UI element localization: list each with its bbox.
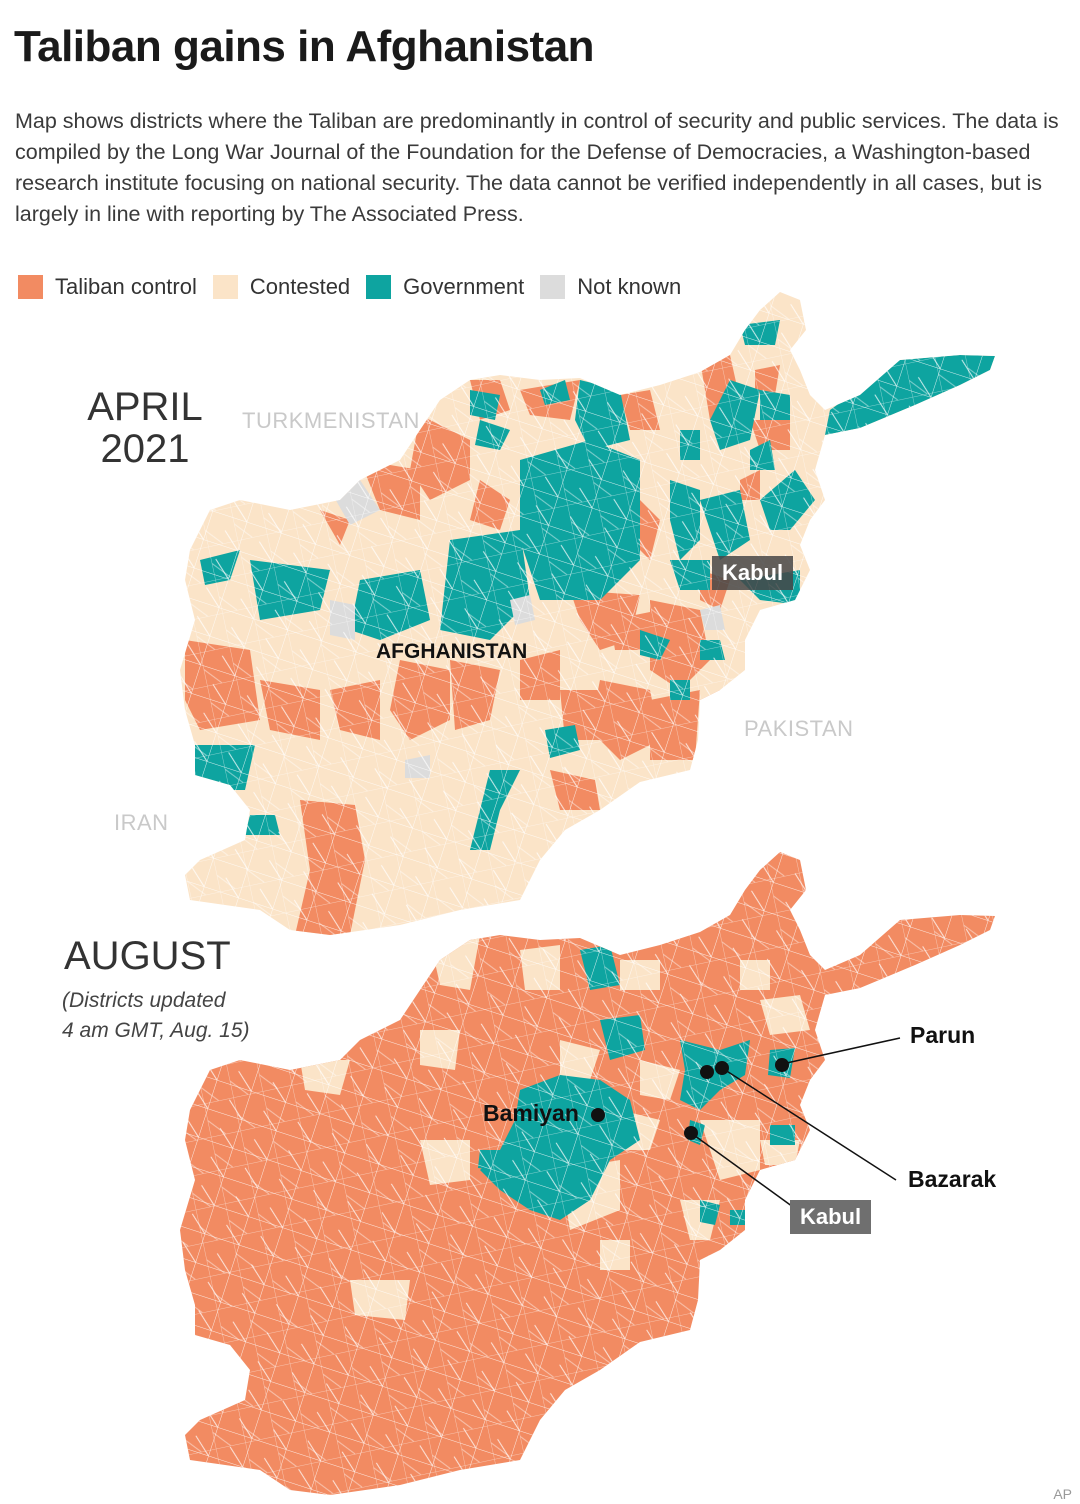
city-dot	[700, 1065, 714, 1079]
note-line1: (Districts updated	[62, 989, 226, 1012]
parun-dot	[775, 1058, 789, 1072]
august-kabul-label: Kabul	[790, 1200, 872, 1234]
april-period-label: APRIL 2021	[80, 386, 210, 470]
august-callouts	[591, 1037, 901, 1213]
legend-item-not-known: Not known	[540, 274, 681, 300]
bazarak-label: Bazarak	[908, 1166, 997, 1192]
parun-label: Parun	[910, 1022, 976, 1048]
april-map	[180, 292, 995, 935]
bazarak-leader-line	[721, 1067, 897, 1181]
government-swatch	[366, 275, 392, 299]
kabul-dot	[684, 1126, 698, 1140]
kabul-leader-line	[690, 1132, 801, 1213]
august-map	[180, 852, 995, 1495]
iran-label: IRAN	[114, 810, 169, 835]
not-known-swatch	[540, 275, 566, 299]
credit-label: AP	[1053, 1486, 1072, 1502]
district-lines	[180, 292, 995, 935]
legend-label: Taliban control	[55, 274, 197, 299]
legend-label: Not known	[577, 274, 682, 299]
note-line2: 4 am GMT, Aug. 15)	[62, 1019, 250, 1042]
legend-label: Contested	[249, 274, 351, 299]
pakistan-label: PAKISTAN	[744, 716, 854, 741]
taliban-swatch	[18, 275, 43, 299]
legend-item-government: Government	[366, 274, 524, 300]
april-label-line2: 2021	[100, 427, 190, 471]
april-kabul-label: Kabul	[712, 556, 794, 590]
contested-swatch	[212, 275, 238, 299]
legend-item-contested: Contested	[212, 274, 351, 300]
turkmenistan-label: TURKMENISTAN	[242, 408, 420, 433]
legend-label: Government	[403, 274, 525, 299]
parun-leader-line	[781, 1037, 901, 1065]
august-period-label: AUGUST	[64, 934, 231, 978]
map-description: Map shows districts where the Taliban ar…	[15, 109, 1059, 226]
april-label-line1: APRIL	[87, 385, 203, 429]
bamiyan-label: Bamiyan	[483, 1100, 579, 1126]
district-lines	[180, 852, 995, 1495]
legend-item-taliban: Taliban control	[18, 274, 197, 300]
bamiyan-dot	[591, 1108, 605, 1122]
august-update-note: (Districts updated 4 am GMT, Aug. 15)	[62, 986, 250, 1046]
afghanistan-label: AFGHANISTAN	[376, 640, 528, 663]
bazarak-dot	[715, 1061, 729, 1075]
page-title: Taliban gains in Afghanistan	[14, 22, 595, 71]
map-legend: Taliban control Contested Government Not…	[18, 272, 697, 302]
